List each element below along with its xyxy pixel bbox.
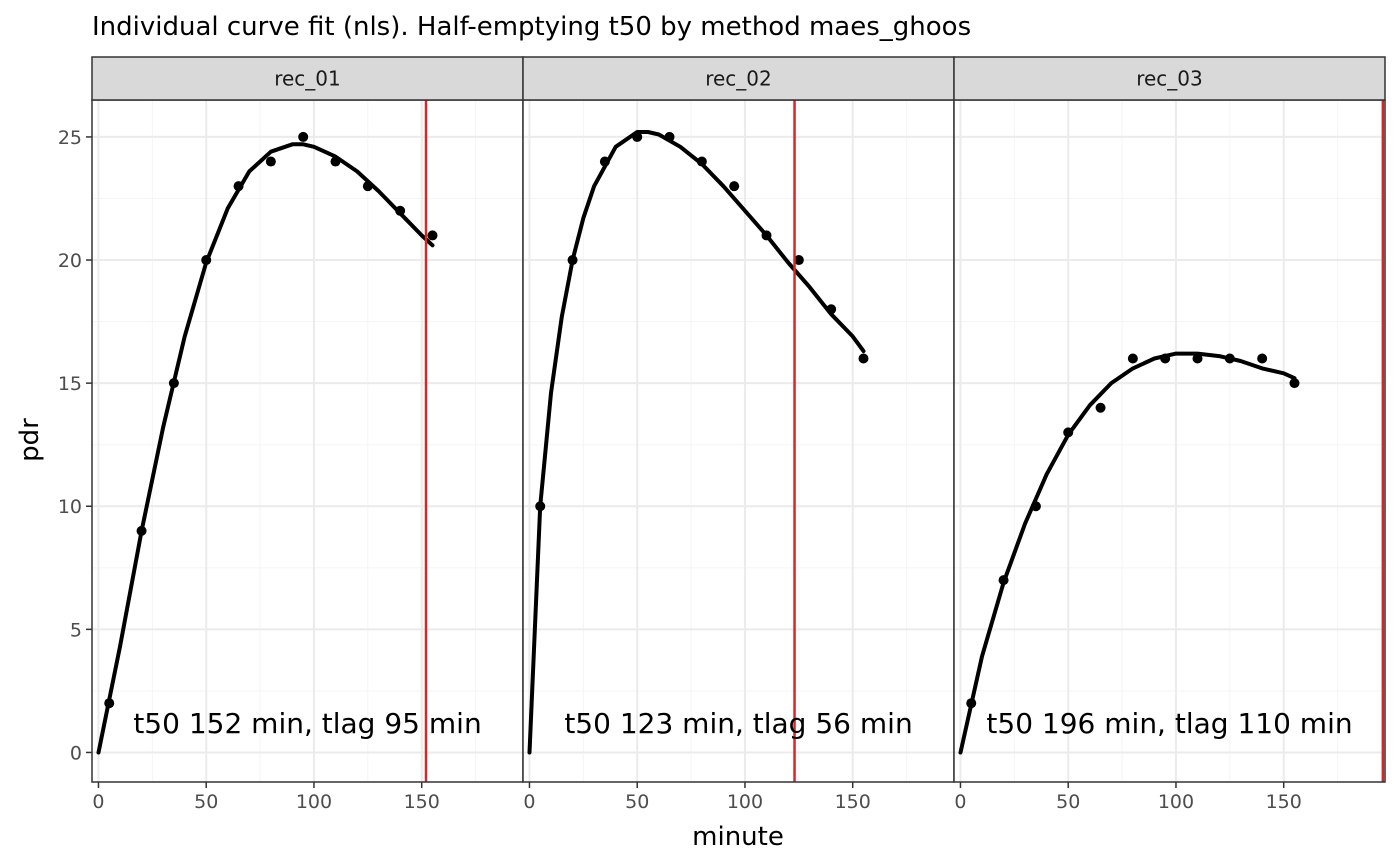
data-point (1160, 353, 1171, 364)
y-tick-label: 15 (58, 373, 82, 395)
data-point (233, 181, 244, 192)
chart-title: Individual curve fit (nls). Half-emptyin… (92, 12, 971, 42)
data-point (632, 131, 643, 142)
y-tick-label: 25 (58, 127, 82, 149)
x-tick-label: 50 (1056, 791, 1080, 813)
x-tick-label: 50 (194, 791, 218, 813)
x-tick-label: 150 (1266, 791, 1302, 813)
x-tick-label: 100 (296, 791, 332, 813)
panel-rec_02: t50 123 min, tlag 56 min rec_02 0 50 100 150 (522, 56, 955, 813)
data-point (761, 230, 772, 241)
y-tick-label: 20 (58, 250, 82, 272)
data-point (1224, 353, 1235, 364)
data-point (201, 255, 212, 266)
panel-rec_03: t50 196 min, tlag 110 min rec_03 0 50 100 150 (953, 56, 1386, 813)
strip-label-rec_02: rec_02 (705, 67, 772, 91)
data-point (168, 378, 179, 389)
data-point (966, 698, 977, 709)
fit-curve-rec_01 (96, 142, 435, 755)
data-point (664, 131, 675, 142)
y-axis-title: pdr (15, 418, 45, 462)
strip-label-rec_01: rec_01 (274, 67, 341, 91)
data-point (729, 181, 740, 192)
x-tick-label: 100 (1158, 791, 1194, 813)
data-point (136, 525, 147, 536)
data-point (998, 575, 1009, 586)
data-point (1063, 427, 1074, 438)
data-point (793, 255, 804, 266)
data-point (535, 501, 546, 512)
data-point (362, 181, 373, 192)
panel-rec_01: t50 152 min, tlag 95 min rec_01 0 50 100 150 (91, 56, 524, 813)
panel-background (92, 100, 523, 782)
data-point (599, 156, 610, 167)
strip-rec_03 (953, 56, 1386, 101)
strip-label-rec_03: rec_03 (1136, 67, 1203, 91)
data-point (567, 255, 578, 266)
data-point (298, 131, 309, 142)
x-tick-label: 0 (92, 791, 104, 813)
x-tick-label: 50 (625, 791, 649, 813)
data-point (330, 156, 341, 167)
panel-background (954, 100, 1385, 782)
data-point (858, 353, 869, 364)
data-point (696, 156, 707, 167)
y-tick-label: 0 (70, 742, 82, 764)
panel-background (523, 100, 954, 782)
fit-curve-rec_03 (958, 351, 1297, 755)
y-tick-label: 5 (70, 619, 82, 641)
data-point (1289, 378, 1300, 389)
x-tick-label: 150 (404, 791, 440, 813)
data-point (826, 304, 837, 315)
data-point (1127, 353, 1138, 364)
data-point (1030, 501, 1041, 512)
annotation-rec_03: t50 196 min, tlag 110 min (986, 707, 1352, 740)
fit-curve-rec_02 (527, 130, 866, 755)
annotation-rec_02: t50 123 min, tlag 56 min (564, 707, 912, 740)
x-tick-label: 150 (835, 791, 871, 813)
x-tick-label: 100 (727, 791, 763, 813)
data-point (427, 230, 438, 241)
x-tick-label: 0 (954, 791, 966, 813)
data-point (104, 698, 115, 709)
x-axis-title: minute (692, 822, 784, 852)
y-tick-label: 10 (58, 496, 82, 518)
data-point (1257, 353, 1268, 364)
data-point (395, 205, 406, 216)
y-axis: 0 5 10 15 20 25 (58, 127, 92, 764)
x-tick-label: 0 (523, 791, 535, 813)
annotation-rec_01: t50 152 min, tlag 95 min (133, 707, 481, 740)
data-point (1095, 402, 1106, 413)
data-point (1192, 353, 1203, 364)
data-point (265, 156, 276, 167)
